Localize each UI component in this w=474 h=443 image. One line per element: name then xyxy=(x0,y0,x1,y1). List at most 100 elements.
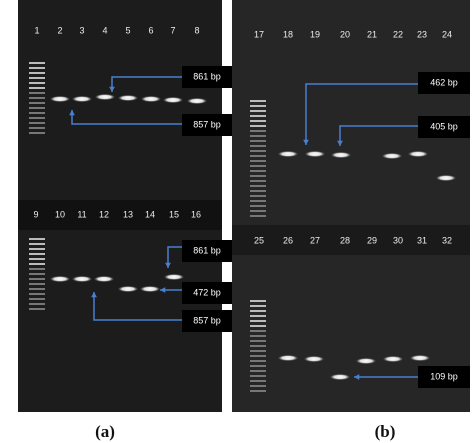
annotation-box xyxy=(418,116,470,138)
lane-number: 6 xyxy=(148,25,153,35)
lane-number: 7 xyxy=(170,25,175,35)
lane-number: 21 xyxy=(367,29,377,39)
ladder-band xyxy=(250,180,266,182)
dna-band xyxy=(72,276,92,282)
ladder-band xyxy=(250,210,266,212)
arrow-head xyxy=(303,139,309,145)
ladder-band xyxy=(29,263,45,265)
ladder-band xyxy=(250,390,266,392)
ladder-band xyxy=(250,365,266,367)
lane-number: 14 xyxy=(145,209,155,219)
ladder-band xyxy=(29,132,45,134)
annotation-label: 109 bp xyxy=(430,371,458,381)
annotation-box xyxy=(182,114,232,136)
lane-number: 9 xyxy=(33,209,38,219)
ladder-band xyxy=(250,215,266,217)
ladder-band xyxy=(29,97,45,99)
dna-band xyxy=(72,96,92,102)
dna-band xyxy=(163,97,183,103)
ladder-band xyxy=(29,67,45,69)
dna-band xyxy=(187,98,207,104)
ladder-band xyxy=(250,380,266,382)
annotation-label: 861 bp xyxy=(193,71,221,81)
ladder-band xyxy=(250,165,266,167)
ladder-band xyxy=(250,205,266,207)
ladder-band xyxy=(29,112,45,114)
gel-b-divider xyxy=(232,225,470,255)
ladder-band xyxy=(29,117,45,119)
ladder-band xyxy=(29,278,45,280)
ladder-band xyxy=(250,190,266,192)
lane-number: 26 xyxy=(283,235,293,245)
ladder-band xyxy=(250,185,266,187)
ladder-band xyxy=(29,283,45,285)
ladder-band xyxy=(250,340,266,342)
ladder-band xyxy=(29,72,45,74)
arrow xyxy=(167,246,182,268)
ladder-band xyxy=(29,82,45,84)
arrow-head xyxy=(354,374,360,380)
ladder-band xyxy=(250,100,266,102)
ladder-band xyxy=(29,87,45,89)
dna-band xyxy=(141,96,161,102)
dna-band xyxy=(408,151,428,157)
ladder-band xyxy=(29,288,45,290)
arrow-head xyxy=(165,262,171,268)
annotation-label: 857 bp xyxy=(193,119,221,129)
ladder-band xyxy=(250,145,266,147)
ladder-band xyxy=(29,102,45,104)
arrow-head xyxy=(69,110,75,116)
lane-number: 10 xyxy=(55,209,65,219)
dna-band xyxy=(140,286,160,292)
ladder-band xyxy=(250,300,266,302)
ladder-band xyxy=(250,195,266,197)
annotation-box xyxy=(418,72,470,94)
dna-band xyxy=(356,358,376,364)
ladder-band xyxy=(250,200,266,202)
ladder-band xyxy=(250,310,266,312)
ladder-band xyxy=(250,315,266,317)
lane-number: 15 xyxy=(169,209,179,219)
lane-number: 13 xyxy=(123,209,133,219)
ladder-band xyxy=(250,375,266,377)
ladder-band xyxy=(250,135,266,137)
ladder-band xyxy=(250,175,266,177)
ladder-band xyxy=(29,303,45,305)
annotation-label: 861 bp xyxy=(193,245,221,255)
ladder-band xyxy=(29,248,45,250)
ladder-band xyxy=(250,350,266,352)
annotation-box xyxy=(182,282,232,304)
ladder-band xyxy=(250,120,266,122)
lane-number: 3 xyxy=(79,25,84,35)
dna-band xyxy=(278,355,298,361)
ladder-band xyxy=(250,125,266,127)
lane-number: 32 xyxy=(442,235,452,245)
lane-number: 2 xyxy=(57,25,62,35)
lane-number: 5 xyxy=(125,25,130,35)
ladder-band xyxy=(250,130,266,132)
dna-band xyxy=(94,276,114,282)
dna-band xyxy=(95,94,115,100)
arrow xyxy=(339,125,418,146)
ladder-band xyxy=(250,370,266,372)
lane-number: 12 xyxy=(99,209,109,219)
lane-number: 16 xyxy=(191,209,201,219)
annotation-label: 857 bp xyxy=(193,315,221,325)
lane-number: 11 xyxy=(77,209,86,219)
lane-number: 23 xyxy=(417,29,427,39)
ladder-band xyxy=(250,115,266,117)
ladder-band xyxy=(29,62,45,64)
ladder-band xyxy=(29,298,45,300)
ladder-band xyxy=(250,150,266,152)
lane-number: 28 xyxy=(340,235,350,245)
dna-band xyxy=(410,355,430,361)
gel-a-divider xyxy=(18,200,222,230)
annotation-label: 462 bp xyxy=(430,77,458,87)
ladder-band xyxy=(250,345,266,347)
ladder-band xyxy=(250,355,266,357)
dna-band xyxy=(330,374,350,380)
lane-number: 19 xyxy=(310,29,320,39)
ladder-band xyxy=(29,92,45,94)
